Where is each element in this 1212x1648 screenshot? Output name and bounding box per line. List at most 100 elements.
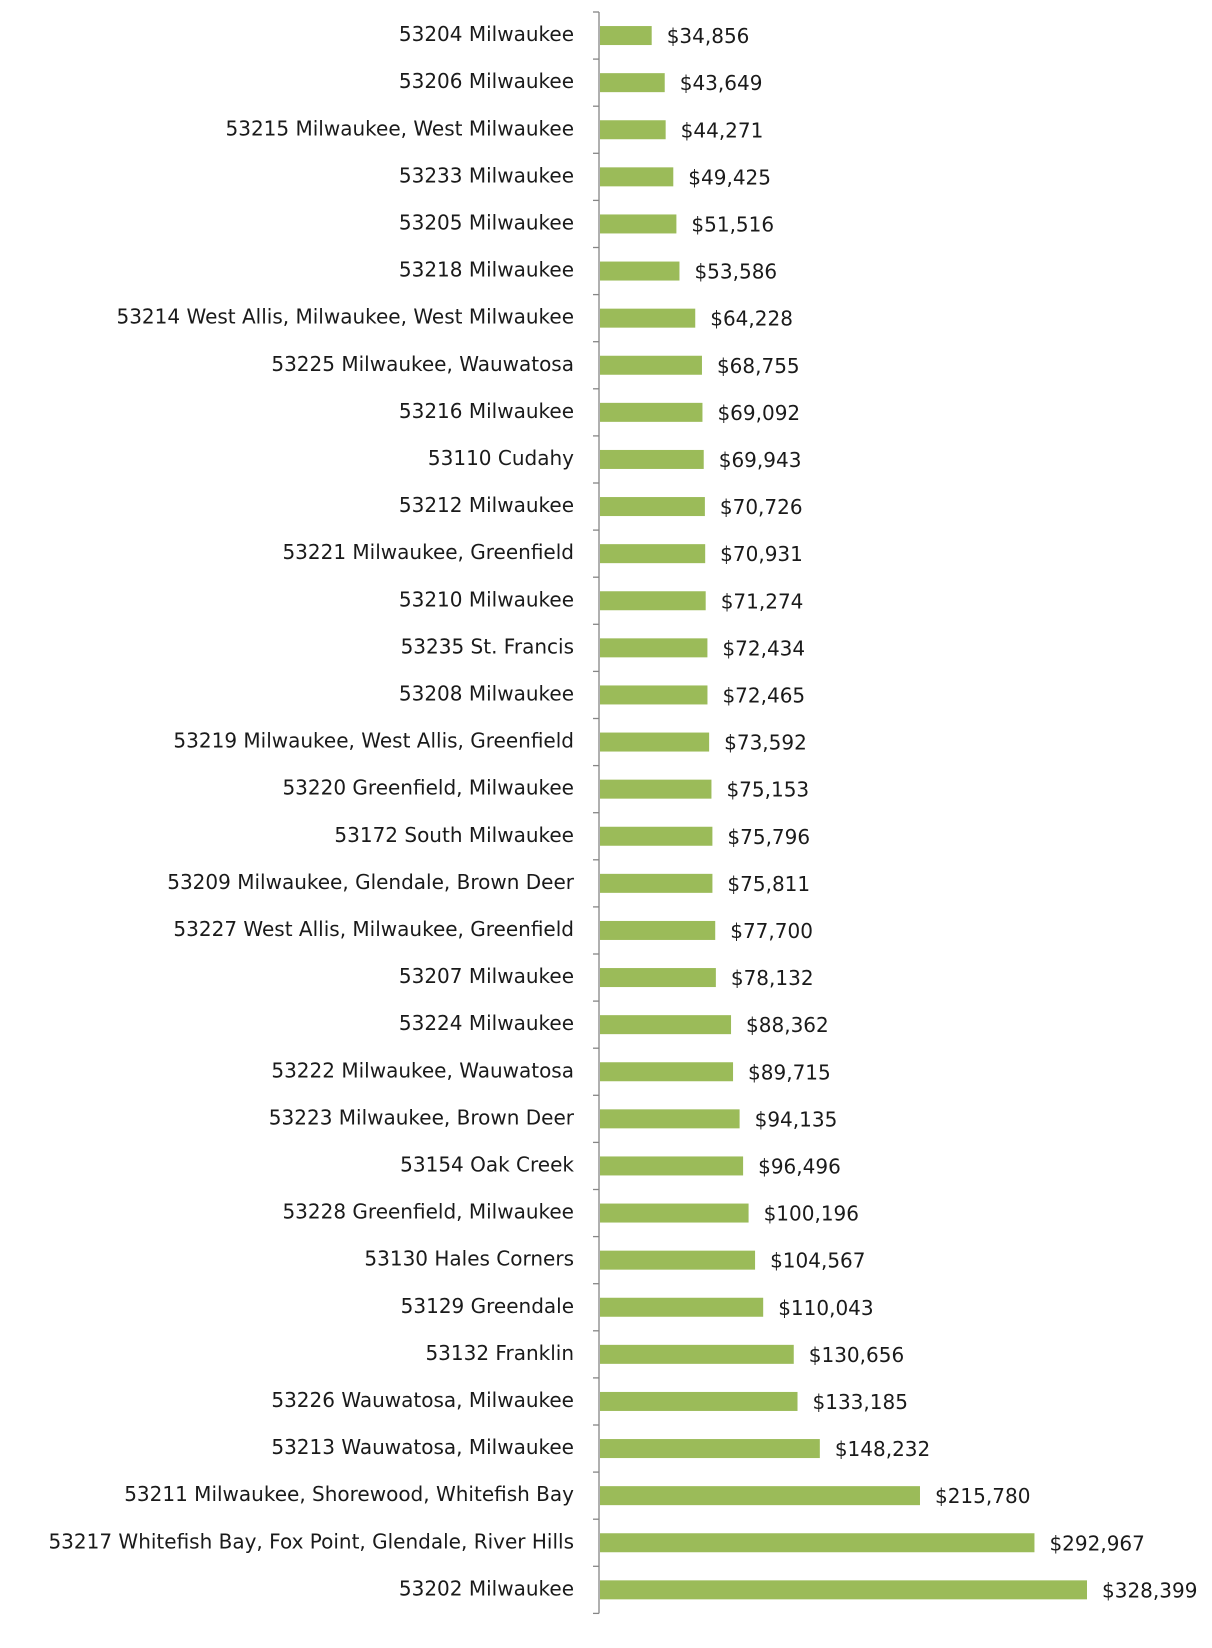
category-label: 53211 Milwaukee, Shorewood, Whitefish Ba… bbox=[124, 1482, 574, 1506]
category-label: 53216 Milwaukee bbox=[399, 399, 574, 423]
bar bbox=[600, 779, 712, 799]
category-label: 53129 Greendale bbox=[401, 1294, 574, 1318]
value-label: $96,496 bbox=[758, 1154, 841, 1178]
category-label: 53204 Milwaukee bbox=[399, 22, 574, 46]
category-label: 53206 Milwaukee bbox=[399, 69, 574, 93]
category-label: 53226 Wauwatosa, Milwaukee bbox=[271, 1388, 574, 1412]
value-label: $43,649 bbox=[680, 71, 763, 95]
bar bbox=[600, 1344, 794, 1364]
value-label: $68,755 bbox=[717, 354, 800, 378]
bar bbox=[600, 1156, 744, 1176]
bar bbox=[600, 497, 705, 517]
bar bbox=[600, 1250, 756, 1270]
category-label: 53221 Milwaukee, Greenfield bbox=[282, 540, 574, 564]
category-label: 53209 Milwaukee, Glendale, Brown Deer bbox=[167, 870, 575, 894]
bar bbox=[600, 449, 704, 469]
value-label: $110,043 bbox=[778, 1296, 873, 1320]
value-label: $100,196 bbox=[764, 1202, 859, 1226]
category-label: 53215 Milwaukee, West Milwaukee bbox=[226, 116, 575, 140]
category-label: 53154 Oak Creek bbox=[400, 1152, 574, 1176]
value-label: $73,592 bbox=[724, 731, 807, 755]
category-label: 53227 West Allis, Milwaukee, Greenfield bbox=[173, 917, 574, 941]
value-label: $71,274 bbox=[721, 589, 804, 613]
value-label: $88,362 bbox=[746, 1013, 829, 1037]
category-label: 53214 West Allis, Milwaukee, West Milwau… bbox=[116, 305, 574, 329]
value-label: $75,153 bbox=[726, 778, 809, 802]
bar bbox=[600, 873, 713, 893]
bar bbox=[600, 826, 713, 846]
bar bbox=[600, 261, 680, 281]
value-label: $64,228 bbox=[710, 307, 793, 331]
value-label: $70,931 bbox=[720, 542, 803, 566]
value-label: $44,271 bbox=[681, 118, 764, 142]
value-label: $130,656 bbox=[809, 1343, 904, 1367]
value-label: $292,967 bbox=[1049, 1531, 1144, 1555]
bar bbox=[600, 732, 710, 752]
value-label: $133,185 bbox=[813, 1390, 908, 1414]
value-label: $94,135 bbox=[755, 1107, 838, 1131]
bar bbox=[600, 1439, 820, 1459]
bar bbox=[600, 1580, 1087, 1600]
bar bbox=[600, 214, 677, 234]
category-label: 53208 Milwaukee bbox=[399, 681, 574, 705]
bar bbox=[600, 968, 716, 988]
category-label: 53213 Wauwatosa, Milwaukee bbox=[271, 1435, 574, 1459]
value-label: $75,796 bbox=[727, 825, 810, 849]
category-label: 53219 Milwaukee, West Allis, Greenfield bbox=[173, 729, 574, 753]
bar bbox=[600, 167, 674, 187]
value-label: $78,132 bbox=[731, 966, 814, 990]
value-label: $75,811 bbox=[727, 872, 810, 896]
value-label: $53,586 bbox=[694, 260, 777, 284]
bar bbox=[600, 120, 666, 140]
bar bbox=[600, 544, 706, 564]
category-label: 53207 Milwaukee bbox=[399, 964, 574, 988]
bar bbox=[600, 1062, 734, 1082]
bar bbox=[600, 1297, 764, 1317]
value-label: $34,856 bbox=[667, 24, 750, 48]
category-label: 53130 Hales Corners bbox=[364, 1247, 574, 1271]
category-label: 53217 Whitefish Bay, Fox Point, Glendale… bbox=[48, 1529, 574, 1553]
bar bbox=[600, 591, 706, 611]
bar bbox=[600, 402, 703, 422]
category-label: 53110 Cudahy bbox=[428, 446, 574, 470]
value-label: $328,399 bbox=[1102, 1578, 1197, 1602]
bar bbox=[600, 308, 696, 328]
value-label: $104,567 bbox=[770, 1249, 865, 1273]
value-label: $77,700 bbox=[730, 919, 813, 943]
value-label: $89,715 bbox=[748, 1060, 831, 1084]
value-label: $49,425 bbox=[688, 165, 771, 189]
category-label: 53218 Milwaukee bbox=[399, 258, 574, 282]
category-label: 53224 Milwaukee bbox=[399, 1011, 574, 1035]
bar bbox=[600, 1533, 1035, 1553]
category-label: 53210 Milwaukee bbox=[399, 587, 574, 611]
bar bbox=[600, 1109, 740, 1129]
category-label: 53233 Milwaukee bbox=[399, 163, 574, 187]
value-label: $148,232 bbox=[835, 1437, 930, 1461]
bar bbox=[600, 920, 716, 940]
category-label: 53172 South Milwaukee bbox=[334, 823, 574, 847]
category-label: 53205 Milwaukee bbox=[399, 210, 574, 234]
bar bbox=[600, 26, 652, 46]
value-label: $51,516 bbox=[691, 212, 774, 236]
category-label: 53225 Milwaukee, Wauwatosa bbox=[271, 352, 574, 376]
value-label: $72,465 bbox=[722, 683, 805, 707]
bar bbox=[600, 1015, 732, 1035]
bar bbox=[600, 685, 708, 705]
bar bbox=[600, 355, 702, 375]
category-label: 53223 Milwaukee, Brown Deer bbox=[269, 1105, 575, 1129]
category-label: 53228 Greenfield, Milwaukee bbox=[282, 1200, 574, 1224]
bar bbox=[600, 1391, 798, 1411]
category-label: 53222 Milwaukee, Wauwatosa bbox=[271, 1058, 574, 1082]
bar bbox=[600, 73, 665, 93]
bar bbox=[600, 1486, 920, 1506]
category-label: 53235 St. Francis bbox=[401, 634, 574, 658]
value-label: $70,726 bbox=[720, 495, 803, 519]
category-label: 53202 Milwaukee bbox=[399, 1576, 574, 1600]
value-label: $72,434 bbox=[722, 636, 805, 660]
category-label: 53220 Greenfield, Milwaukee bbox=[282, 776, 574, 800]
category-label: 53212 Milwaukee bbox=[399, 493, 574, 517]
value-label: $69,943 bbox=[719, 448, 802, 472]
bar bbox=[600, 1203, 749, 1223]
value-label: $215,780 bbox=[935, 1484, 1030, 1508]
